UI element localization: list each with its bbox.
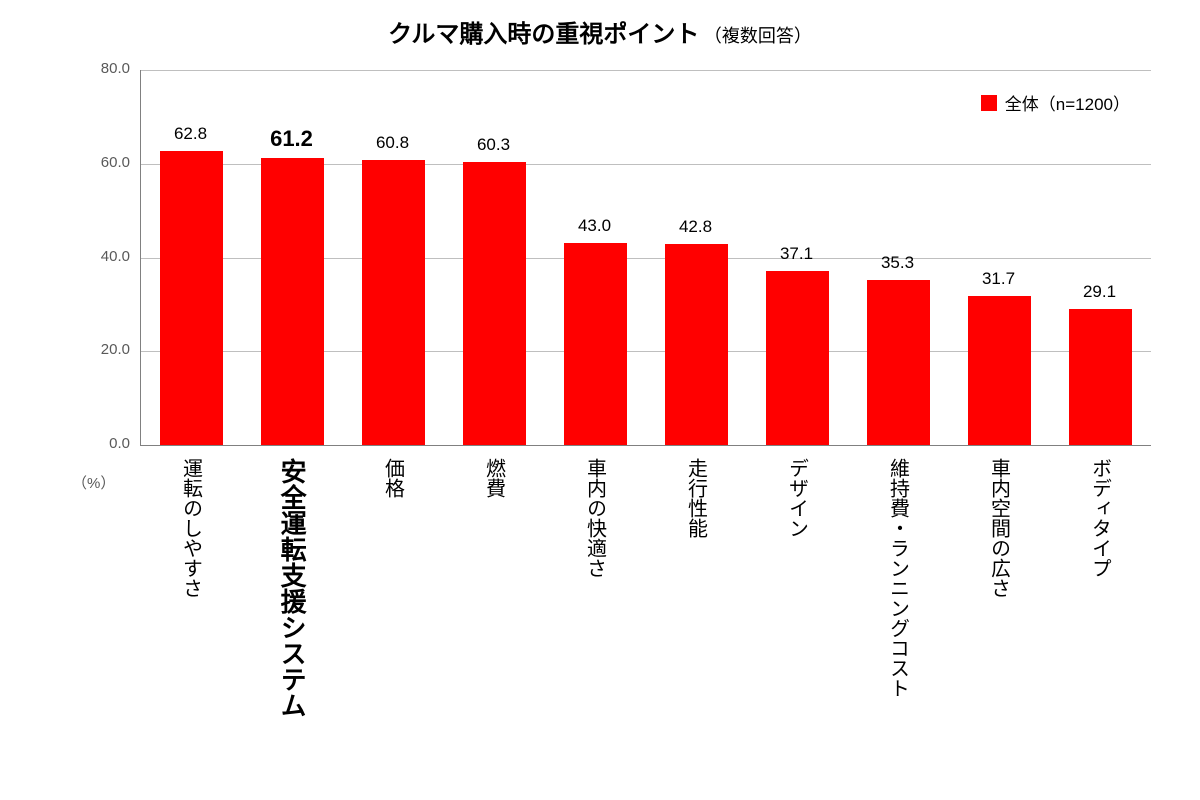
bar-value-label: 60.3 — [443, 135, 544, 155]
bar-value-label: 43.0 — [544, 216, 645, 236]
legend: 全体（n=1200） — [981, 90, 1130, 115]
category-label: デザイン — [785, 458, 809, 538]
y-tick-label: 80.0 — [70, 60, 130, 77]
bar — [1069, 309, 1132, 445]
category-label: 安全運転支援システム — [276, 458, 307, 718]
bar-value-label: 60.8 — [342, 133, 443, 153]
y-tick-label: 40.0 — [70, 248, 130, 265]
bar — [160, 151, 223, 445]
legend-text: 全体（n=1200） — [1005, 90, 1130, 115]
category-label: 車内空間の広さ — [987, 458, 1011, 598]
bar-value-label: 29.1 — [1049, 282, 1150, 302]
bar — [463, 162, 526, 445]
bar — [968, 296, 1031, 445]
category-label: 燃費 — [482, 458, 506, 498]
bar — [564, 243, 627, 445]
chart-container: クルマ購入時の重視ポイント （複数回答） 0.0 20.0 40.0 60.0 80.0… — [0, 0, 1200, 800]
bar — [867, 280, 930, 445]
bar — [665, 244, 728, 445]
bar — [766, 271, 829, 445]
y-tick-label: 0.0 — [70, 435, 130, 452]
bar-value-label: 35.3 — [847, 253, 948, 273]
category-label: 走行性能 — [684, 458, 708, 538]
bar-value-label: 37.1 — [746, 244, 847, 264]
y-tick-label: 60.0 — [70, 154, 130, 171]
chart-title-main: クルマ購入時の重視ポイント — [388, 21, 699, 48]
bar — [261, 158, 324, 445]
legend-swatch — [981, 95, 997, 111]
bar-value-label: 61.2 — [241, 126, 342, 152]
category-label: 運転のしやすさ — [179, 458, 203, 598]
category-label: 価格 — [381, 458, 405, 498]
category-label: 維持費・ランニングコスト — [886, 458, 910, 698]
bar-value-label: 42.8 — [645, 217, 746, 237]
bar-value-label: 62.8 — [140, 124, 241, 144]
bar — [362, 160, 425, 445]
y-tick-label: 20.0 — [70, 341, 130, 358]
category-label: 車内の快適さ — [583, 458, 607, 578]
category-label: ボディタイプ — [1088, 458, 1112, 578]
gridline — [141, 70, 1151, 71]
bar-value-label: 31.7 — [948, 269, 1049, 289]
chart-title: クルマ購入時の重視ポイント （複数回答） — [0, 14, 1200, 49]
chart-title-sub: （複数回答） — [704, 26, 812, 46]
y-axis-unit: （%） — [72, 472, 115, 493]
